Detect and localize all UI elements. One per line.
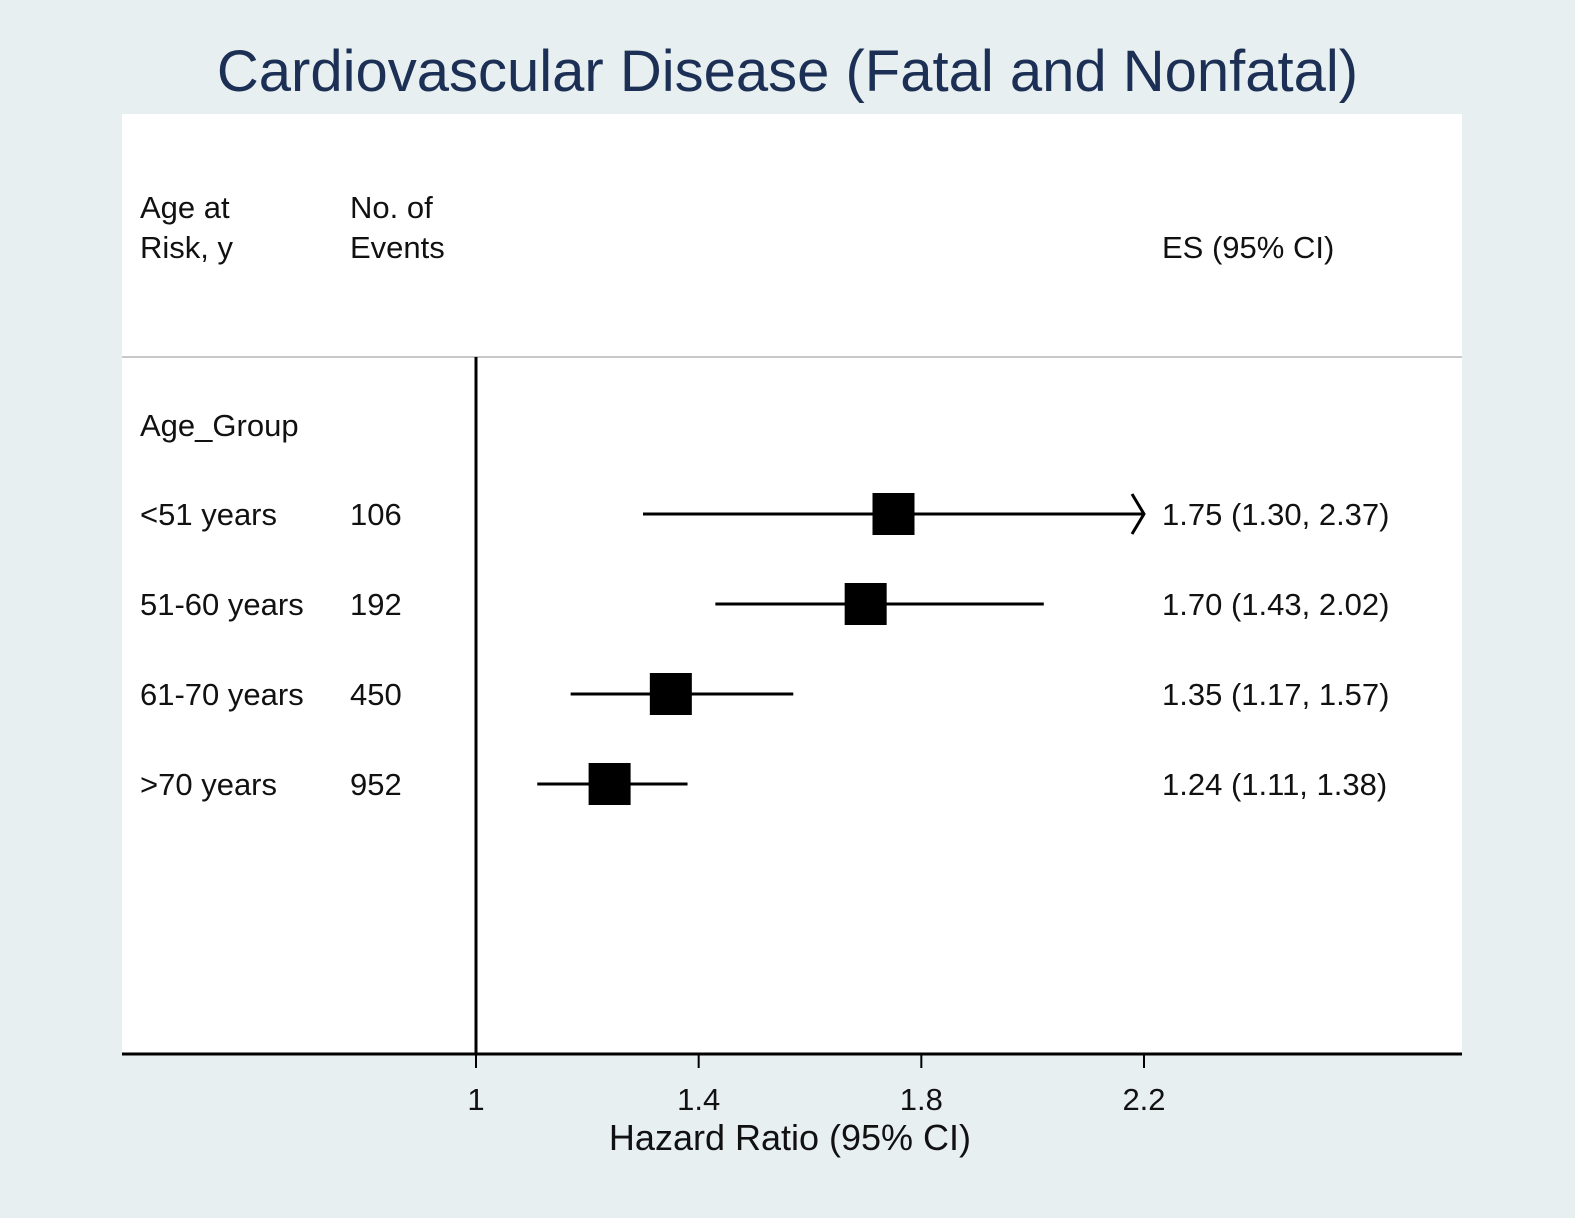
x-tick-label: 1 <box>467 1082 484 1117</box>
row-events: 192 <box>350 587 402 622</box>
label-header-line1: Age at <box>140 190 230 225</box>
label-header-line2: Risk, y <box>140 230 234 265</box>
row-events: 450 <box>350 677 402 712</box>
row-estimate: 1.75 (1.30, 2.37) <box>1162 497 1390 532</box>
point-estimate-marker <box>649 673 692 715</box>
row-estimate: 1.24 (1.11, 1.38) <box>1162 767 1387 802</box>
row-events: 952 <box>350 767 402 802</box>
events-header-line1: No. of <box>350 190 433 225</box>
point-estimate-marker <box>844 583 887 625</box>
point-estimate-marker <box>872 493 915 535</box>
row-estimate: 1.70 (1.43, 2.02) <box>1162 587 1390 622</box>
ci-truncation-arrow <box>1130 493 1146 535</box>
row-events: 106 <box>350 497 402 532</box>
rows-layer: <51 years 106 1.75 (1.30, 2.37) 51-60 years… <box>140 493 1390 805</box>
x-axis-label: Hazard Ratio (95% CI) <box>609 1117 971 1158</box>
point-estimate-marker <box>588 763 631 805</box>
group-label: Age_Group <box>140 408 299 443</box>
estimate-header: ES (95% CI) <box>1162 230 1334 265</box>
events-header-line2: Events <box>350 230 445 265</box>
x-axis-ticks: 1 1.4 1.8 2.2 <box>467 1054 1166 1117</box>
row-label: 61-70 years <box>140 677 304 712</box>
x-tick-label: 1.8 <box>900 1082 943 1117</box>
row-label: >70 years <box>140 767 277 802</box>
row-estimate: 1.35 (1.17, 1.57) <box>1162 677 1390 712</box>
chart-title: Cardiovascular Disease (Fatal and Nonfat… <box>216 39 1359 104</box>
row-label: 51-60 years <box>140 587 304 622</box>
plot-panel <box>122 114 1462 1054</box>
row-label: <51 years <box>140 497 277 532</box>
x-tick-label: 2.2 <box>1122 1082 1165 1117</box>
x-tick-label: 1.4 <box>677 1082 720 1117</box>
